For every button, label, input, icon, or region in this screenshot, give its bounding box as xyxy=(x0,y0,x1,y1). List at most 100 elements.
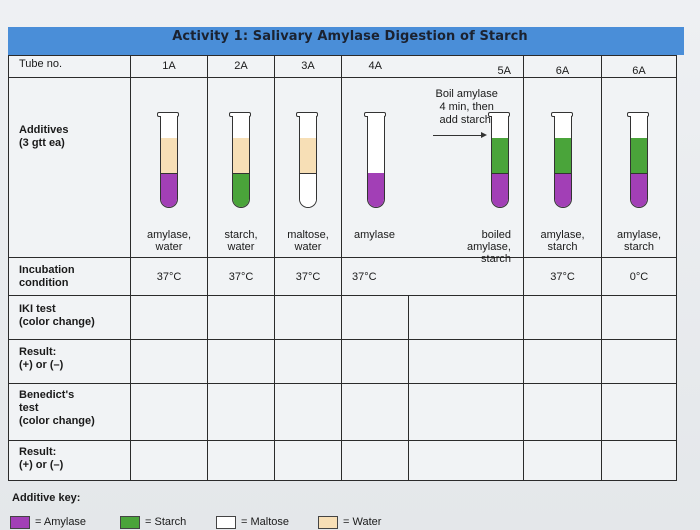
water-layer xyxy=(233,138,249,173)
maltose-swatch xyxy=(216,515,236,529)
result1-label: Result: (+) or (–) xyxy=(8,339,131,384)
key-label: = Starch xyxy=(145,516,187,528)
header-row: Tube no. 1A 2A 3A 4A 5A 6A 6A xyxy=(8,55,677,78)
page-title: Activity 1: Salivary Amylase Digestion o… xyxy=(172,29,528,44)
tube-header: 6A xyxy=(601,55,677,78)
key-label: = Maltose xyxy=(241,516,289,528)
test-tube-icon xyxy=(157,112,179,208)
result-cell[interactable] xyxy=(341,339,409,384)
benedict-label: Benedict's test (color change) xyxy=(8,383,131,441)
iki-result-cell[interactable] xyxy=(207,295,275,340)
test-tube-icon xyxy=(229,112,251,208)
additives-label: Additives (3 gtt ea) xyxy=(8,77,131,258)
test-tube-icon xyxy=(627,112,649,208)
result-cell[interactable] xyxy=(341,440,409,481)
iki-row: IKI test (color change) xyxy=(8,295,677,340)
benedict-row: Benedict's test (color change) xyxy=(8,383,677,441)
arrow-icon xyxy=(432,132,487,138)
tube-additive-label: amylase xyxy=(354,229,395,241)
benedict-result-cell[interactable] xyxy=(274,383,342,441)
iki-result-cell[interactable] xyxy=(341,295,409,340)
tube-additive-label: amylase, water xyxy=(146,229,192,253)
result-cell[interactable] xyxy=(274,440,342,481)
benedict-result-cell[interactable] xyxy=(408,383,524,441)
tube-cell-6a: amylase, starch xyxy=(523,77,602,258)
tube-header: 4A xyxy=(341,55,409,78)
water-layer xyxy=(300,138,316,173)
iki-result-cell[interactable] xyxy=(130,295,208,340)
result-cell[interactable] xyxy=(523,339,602,384)
condition-cell: 37°C xyxy=(274,257,342,296)
condition-cell: 37°C xyxy=(341,257,409,296)
key-item-amylase: = Amylase xyxy=(10,515,86,529)
water-swatch xyxy=(318,515,338,529)
title-bar xyxy=(8,27,684,55)
tube-cell-7a: amylase, starch xyxy=(601,77,677,258)
test-tube-icon xyxy=(296,112,318,208)
iki-result-cell[interactable] xyxy=(523,295,602,340)
result1-row: Result: (+) or (–) xyxy=(8,339,677,384)
result2-label: Result: (+) or (–) xyxy=(8,440,131,481)
tube-cell-5a: Boil amylase 4 min, then add starch. boi… xyxy=(408,77,524,265)
condition-cell xyxy=(408,257,524,296)
result-cell[interactable] xyxy=(601,339,677,384)
water-layer xyxy=(161,138,177,173)
result-cell[interactable] xyxy=(207,440,275,481)
amylase-layer xyxy=(631,173,647,207)
iki-result-cell[interactable] xyxy=(601,295,677,340)
incubation-row: Incubation condition 37°C 37°C 37°C 37°C… xyxy=(8,257,677,296)
result-cell[interactable] xyxy=(130,339,208,384)
test-tube-icon xyxy=(550,112,573,208)
tube-cell-4a: amylase xyxy=(341,77,409,258)
amylase-swatch xyxy=(10,515,30,529)
starch-layer xyxy=(554,138,571,173)
tube-additive-label: amylase, starch xyxy=(616,229,662,253)
result-cell[interactable] xyxy=(523,440,602,481)
starch-layer xyxy=(233,173,249,207)
amylase-layer xyxy=(492,173,508,207)
condition-cell: 37°C xyxy=(207,257,275,296)
condition-cell: 37°C xyxy=(523,257,602,296)
boil-note: Boil amylase 4 min, then add starch. xyxy=(435,88,498,126)
benedict-result-cell[interactable] xyxy=(601,383,677,441)
additives-row: Additives (3 gtt ea) amylase, water star… xyxy=(8,77,677,265)
benedict-result-cell[interactable] xyxy=(207,383,275,441)
starch-layer xyxy=(492,138,508,173)
starch-layer xyxy=(631,138,647,173)
additive-key-title: Additive key: xyxy=(12,492,81,504)
result-cell[interactable] xyxy=(207,339,275,384)
incubation-label: Incubation condition xyxy=(8,257,131,296)
result-cell[interactable] xyxy=(274,339,342,384)
iki-label: IKI test (color change) xyxy=(8,295,131,340)
benedict-result-cell[interactable] xyxy=(341,383,409,441)
iki-result-cell[interactable] xyxy=(408,295,524,340)
key-item-water: = Water xyxy=(318,515,381,529)
iki-result-cell[interactable] xyxy=(274,295,342,340)
tube-additive-label: amylase, starch xyxy=(540,229,585,253)
tube-header: 1A xyxy=(130,55,208,78)
tube-header: 3A xyxy=(274,55,342,78)
tube-no-label: Tube no. xyxy=(8,55,131,78)
result-cell[interactable] xyxy=(601,440,677,481)
tube-cell-1a: amylase, water xyxy=(130,77,208,258)
tube-cell-3a: maltose, water xyxy=(274,77,342,258)
benedict-result-cell[interactable] xyxy=(130,383,208,441)
key-item-starch: = Starch xyxy=(120,515,186,529)
amylase-layer xyxy=(161,173,177,207)
result2-row: Result: (+) or (–) xyxy=(8,440,677,481)
tube-header: 5A xyxy=(408,55,524,78)
result-cell[interactable] xyxy=(130,440,208,481)
condition-cell: 37°C xyxy=(130,257,208,296)
tube-additive-label: maltose, water xyxy=(287,229,329,253)
result-cell[interactable] xyxy=(408,440,524,481)
benedict-result-cell[interactable] xyxy=(523,383,602,441)
test-tube-icon xyxy=(488,112,510,208)
maltose-layer xyxy=(300,173,316,207)
tube-additive-label: starch, water xyxy=(224,229,258,253)
key-label: = Amylase xyxy=(35,516,87,528)
result-cell[interactable] xyxy=(408,339,524,384)
key-item-maltose: = Maltose xyxy=(216,515,289,529)
test-tube-icon xyxy=(364,112,386,208)
starch-swatch xyxy=(120,515,140,529)
key-label: = Water xyxy=(343,516,382,528)
